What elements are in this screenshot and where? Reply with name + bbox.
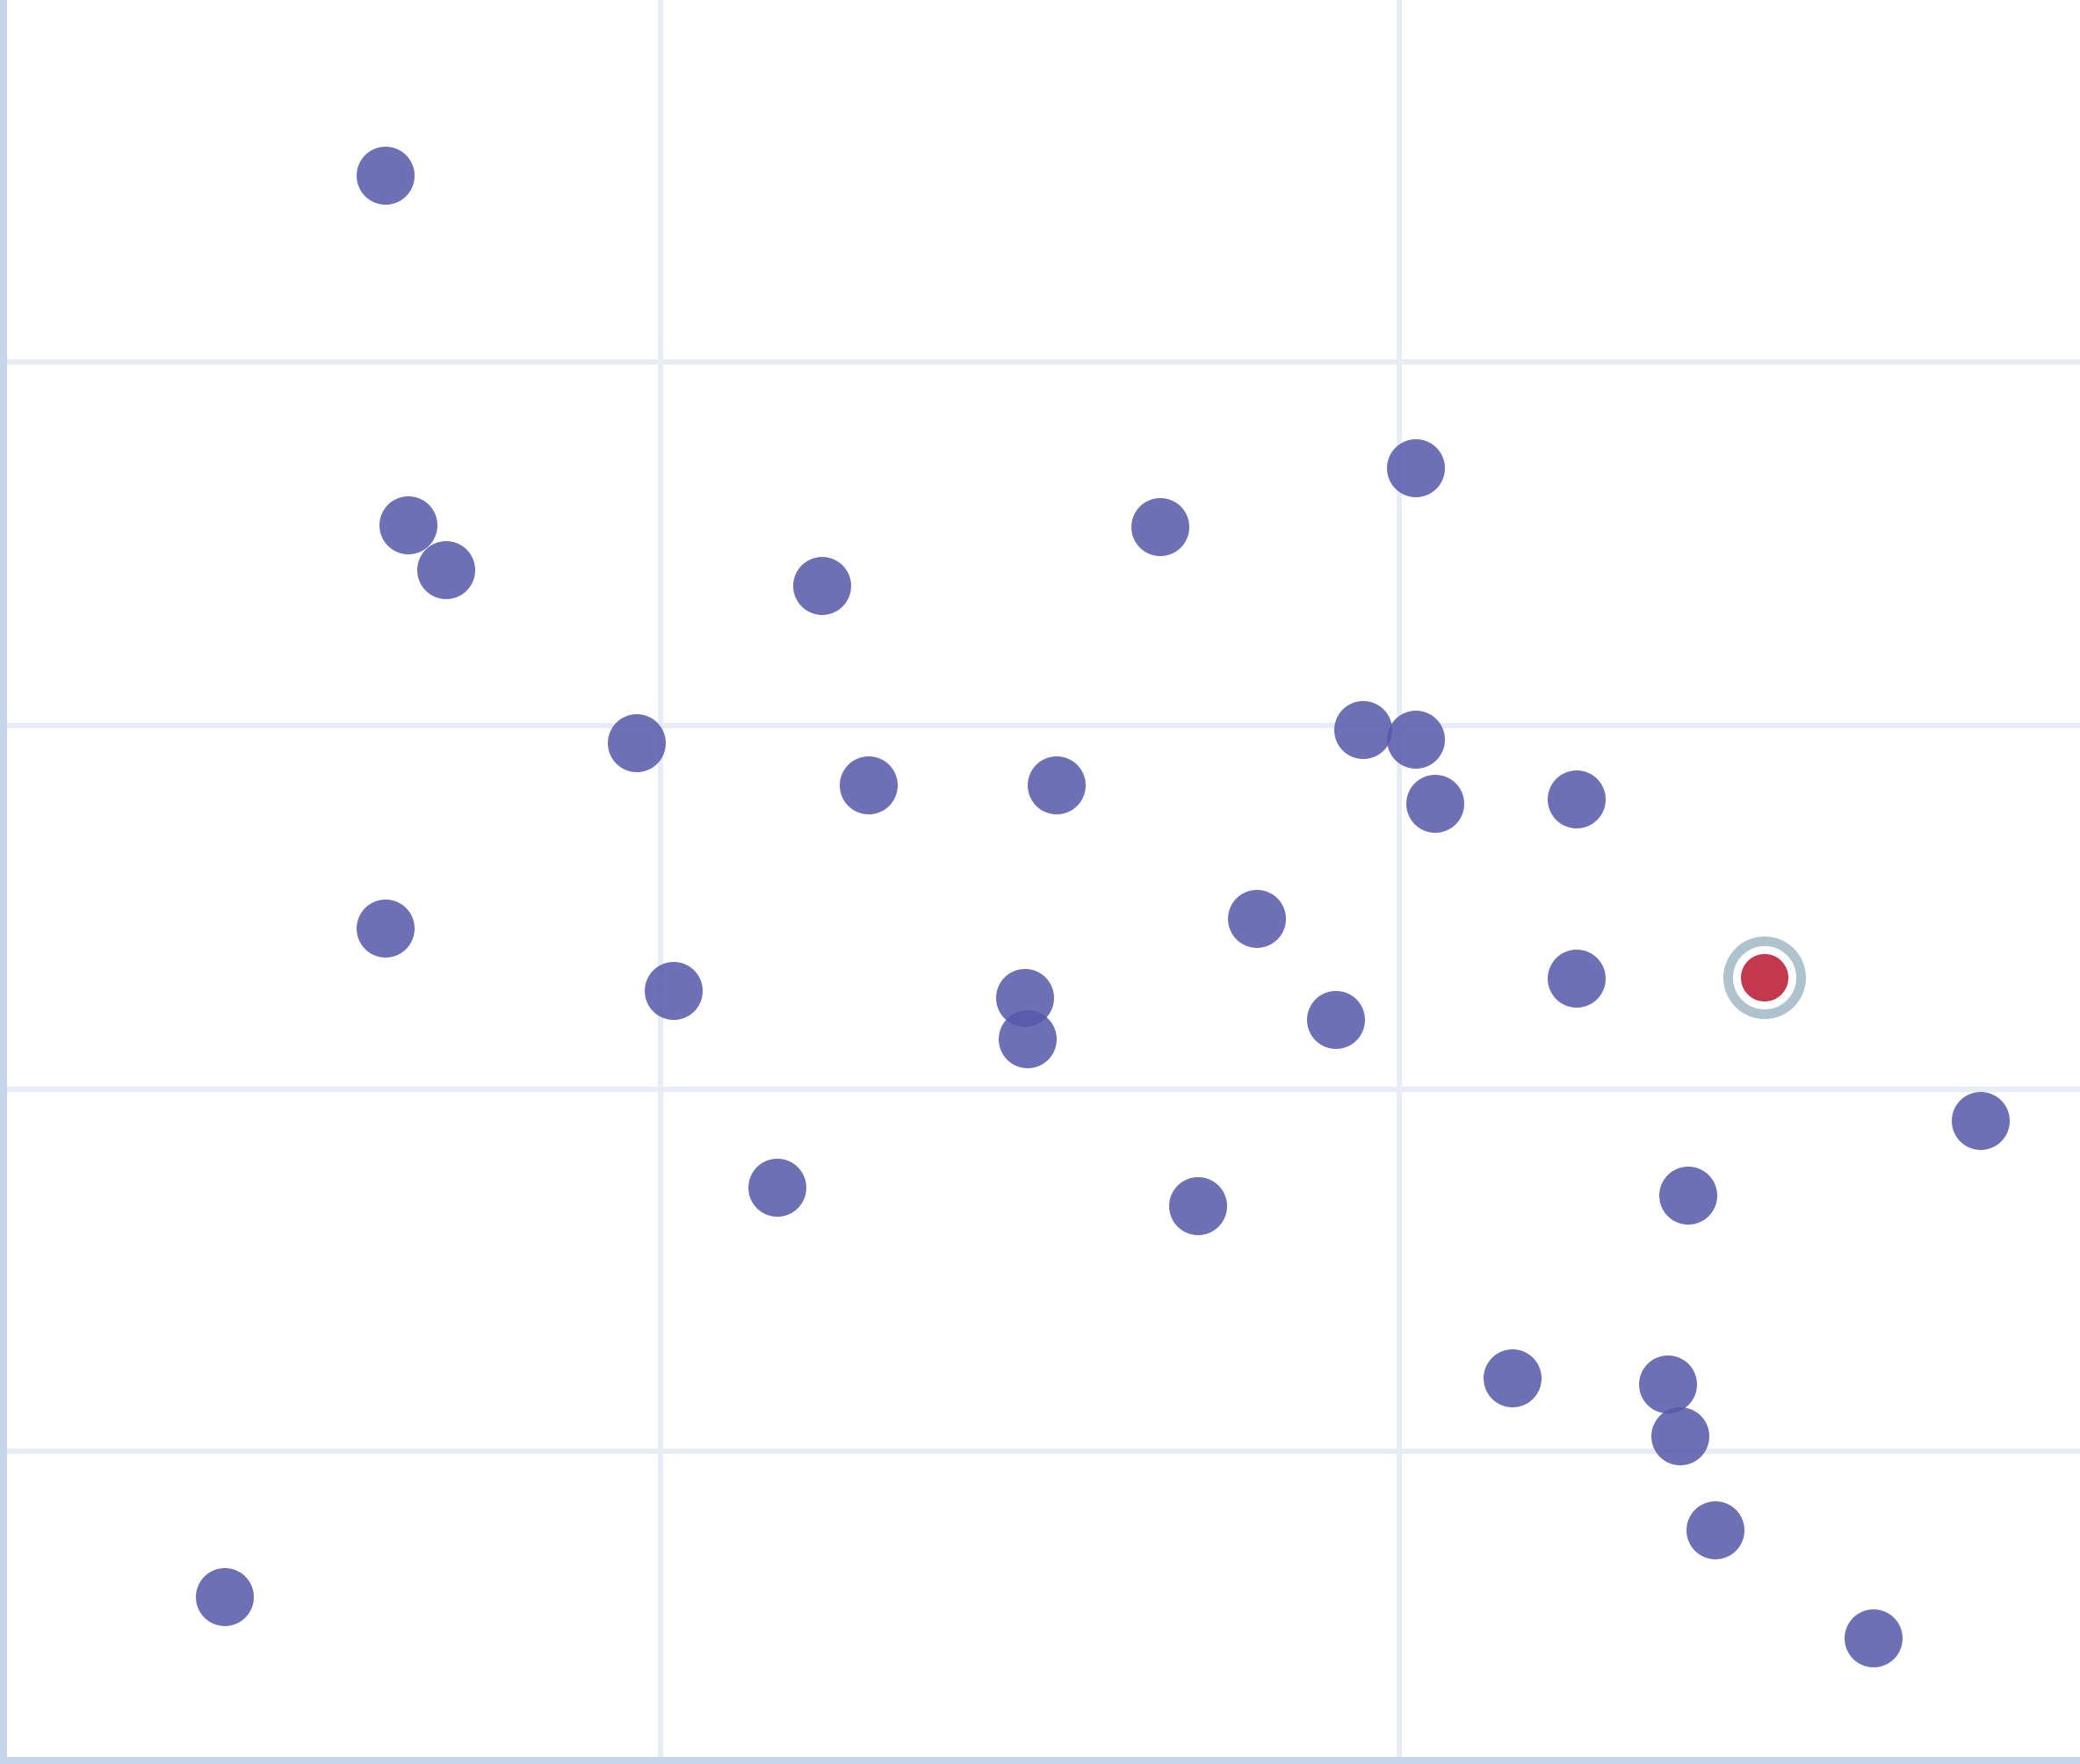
data-point[interactable] xyxy=(1228,890,1286,948)
data-point[interactable] xyxy=(1169,1177,1227,1235)
data-point[interactable] xyxy=(996,969,1054,1027)
data-point[interactable] xyxy=(608,714,666,772)
data-point[interactable] xyxy=(793,557,851,615)
data-point[interactable] xyxy=(1131,498,1189,556)
data-point[interactable] xyxy=(417,541,475,599)
highlighted-point-layer[interactable] xyxy=(1723,936,1806,1019)
data-point[interactable] xyxy=(1406,775,1464,833)
data-point[interactable] xyxy=(1484,1349,1542,1407)
data-point[interactable] xyxy=(379,496,437,554)
data-point[interactable] xyxy=(1952,1092,2010,1150)
data-point[interactable] xyxy=(357,900,415,958)
data-point[interactable] xyxy=(1334,701,1392,759)
data-point-layer[interactable] xyxy=(196,147,2010,1667)
data-point[interactable] xyxy=(1651,1407,1709,1465)
data-point[interactable] xyxy=(1307,991,1365,1049)
data-point[interactable] xyxy=(748,1159,806,1217)
data-point[interactable] xyxy=(999,1010,1057,1068)
data-point[interactable] xyxy=(357,147,415,205)
data-point[interactable] xyxy=(645,962,703,1020)
data-point[interactable] xyxy=(1659,1167,1717,1225)
highlight-ring xyxy=(1723,936,1806,1019)
data-point[interactable] xyxy=(1548,950,1606,1008)
data-point[interactable] xyxy=(1845,1609,1903,1667)
data-point[interactable] xyxy=(840,756,898,814)
highlighted-data-point[interactable] xyxy=(1741,954,1788,1001)
data-point[interactable] xyxy=(1639,1356,1697,1413)
data-point[interactable] xyxy=(196,1568,254,1626)
data-point[interactable] xyxy=(1686,1501,1744,1559)
data-point[interactable] xyxy=(1028,756,1086,814)
data-point[interactable] xyxy=(1548,770,1606,828)
data-point[interactable] xyxy=(1387,439,1445,497)
data-point[interactable] xyxy=(1387,711,1445,769)
